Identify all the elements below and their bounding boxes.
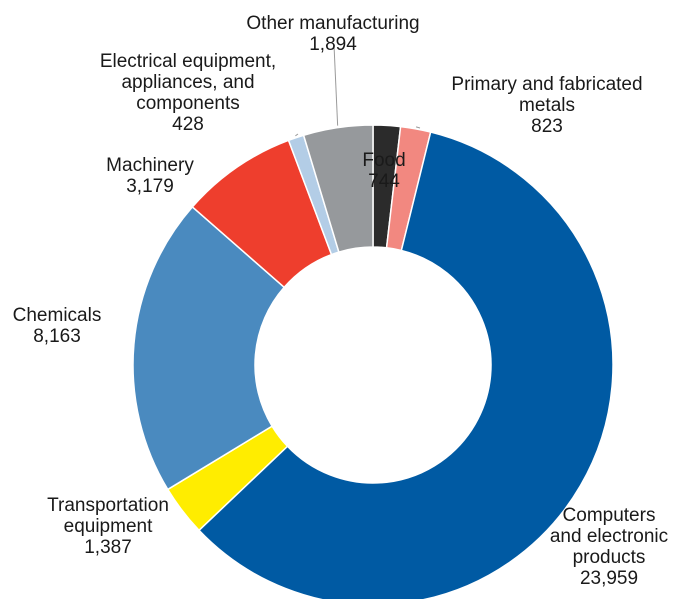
slice-label-line: metals [519,95,575,116]
slice-label: Food 744 [362,150,405,192]
slice-label-line: Transportation [47,495,169,516]
slice-label: Chemicals 8,163 [13,305,102,347]
slice-label-line: appliances, and [121,72,254,93]
slice-label-line: 3,179 [126,176,174,197]
leader-line [415,126,421,129]
slice-label-line: 744 [368,171,400,192]
slice-label-line: Chemicals [13,305,102,326]
leader-line [333,44,339,126]
slice-label: Electrical equipment, appliances, and comp… [100,51,276,135]
slice-label: Primary and fabricated metals 823 [451,74,642,137]
slice-label-line: Computers [563,505,656,526]
slice-label-line: 428 [172,114,204,135]
leader-lines [295,44,421,137]
slice-label-line: equipment [64,516,153,537]
slice-label-line: components [136,93,240,114]
slice-label-line: Primary and fabricated [451,74,642,95]
slice-chemicals [132,205,286,491]
leader-line [295,133,299,137]
slice-label: Other manufacturing 1,894 [246,13,419,55]
slice-label-line: Electrical equipment, [100,51,276,72]
slice-label-line: 1,387 [84,537,132,558]
slice-label-line: 8,163 [33,326,81,347]
slice-other-manufacturing [302,124,374,253]
slice-label-line: Food [362,150,405,171]
slice-label-line: Other manufacturing [246,13,419,34]
slice-label-line: and electronic [550,526,668,547]
slice-label: Transportation equipment 1,387 [47,495,169,558]
slice-label-line: 1,894 [309,34,357,55]
slice-label-line: Machinery [106,155,194,176]
slice-label-line: 23,959 [580,568,638,589]
slices [132,124,614,599]
labels: Food 744 Primary and fabricated metals 823 Co… [13,13,669,589]
slice-label-line: products [573,547,646,568]
slice-computers-and-electronic-products [197,131,614,599]
slice-label: Computers and electronic products 23,959 [550,505,668,589]
slice-label: Machinery 3,179 [106,155,194,197]
slice-label-line: 823 [531,116,563,137]
